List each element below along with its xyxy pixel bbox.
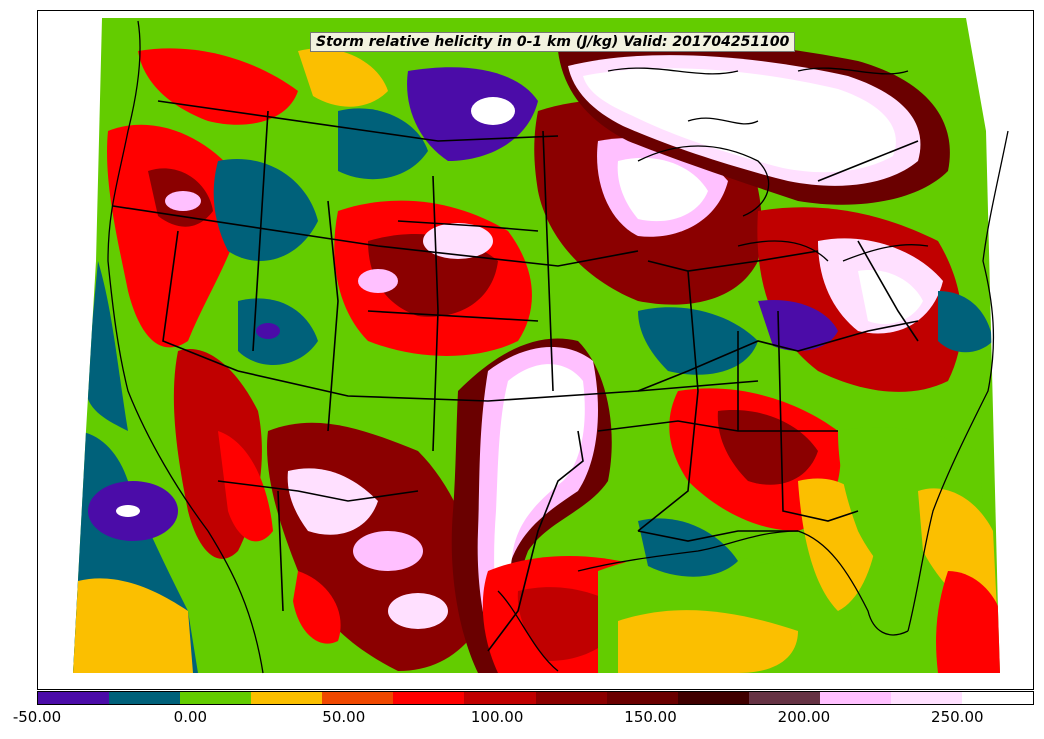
colorbar-segment [677, 692, 749, 704]
colorbar-segment [393, 692, 465, 704]
colorbar-segment [180, 692, 252, 704]
colorbar-segment [890, 692, 963, 704]
helicity-map [73, 18, 1009, 674]
coastlines [107, 20, 1009, 674]
colorbar-segment [535, 692, 607, 704]
colorbar-segment [38, 692, 110, 704]
colorbar-segment [464, 692, 536, 704]
colorbar-segment [251, 692, 323, 704]
colorbar-tick-label: 200.00 [777, 708, 831, 726]
colorbar [37, 691, 1034, 705]
map-frame: Storm relative helicity in 0-1 km (J/kg)… [37, 10, 1034, 690]
colorbar-segment [606, 692, 678, 704]
helicity-field [73, 18, 1000, 673]
boundaries [112, 100, 919, 652]
colorbar-tick-label: 100.00 [470, 708, 524, 726]
colorbar-segment [322, 692, 394, 704]
colorbar-tick-label: 250.00 [931, 708, 984, 726]
colorbar-tick-label: 150.00 [624, 708, 677, 726]
colorbar-tick-label: -50.00 [12, 708, 62, 726]
colorbar-tick-label: 50.00 [322, 708, 366, 726]
colorbar-segment [109, 692, 181, 704]
colorbar-tick-label: 0.00 [173, 708, 208, 726]
map-title: Storm relative helicity in 0-1 km (J/kg)… [310, 32, 796, 52]
colorbar-segment [962, 692, 1034, 704]
colorbar-segment [819, 692, 891, 704]
colorbar-tick-labels: -50.00 0.00 50.00 100.00 150.00 200.00 250.00 [0, 708, 1044, 732]
colorbar-segment [748, 692, 820, 704]
